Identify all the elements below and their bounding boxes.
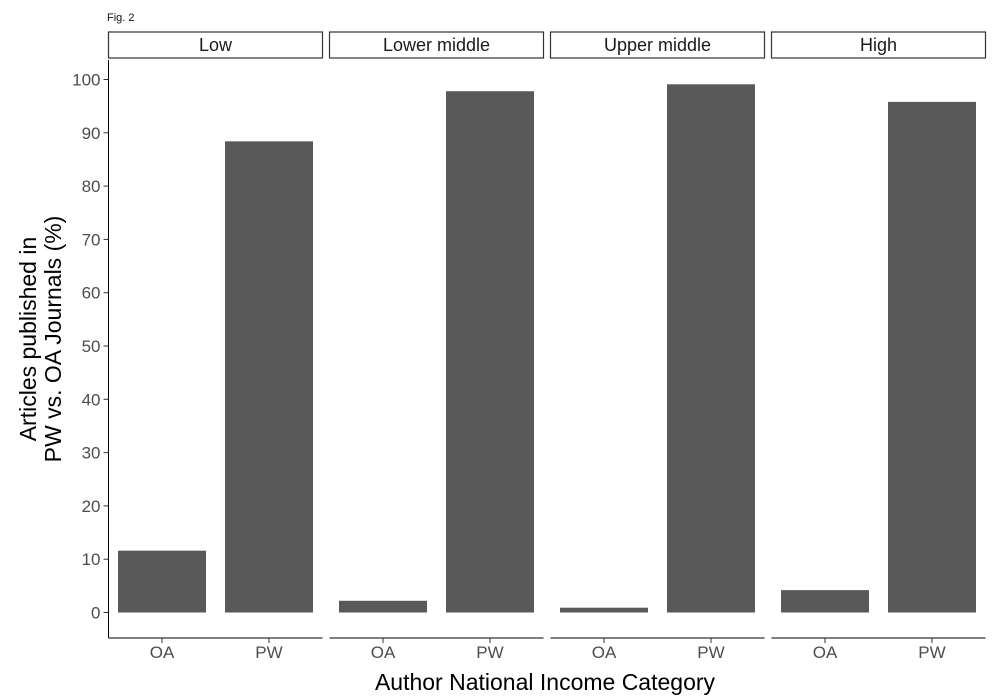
x-tick-label: OA — [592, 643, 617, 662]
facet-panel: Upper middle OA PW — [549, 31, 766, 662]
facet-strip-label: Low — [199, 35, 233, 55]
x-tick-label: PW — [255, 643, 282, 662]
figure-label: Fig. 2 — [107, 12, 135, 24]
y-tick-label: 70 — [82, 230, 101, 249]
bar — [339, 600, 427, 613]
x-tick-label: OA — [150, 643, 175, 662]
bar — [118, 550, 206, 613]
facet-strip-label: High — [860, 35, 897, 55]
x-tick-label: PW — [697, 643, 724, 662]
bar — [446, 91, 534, 613]
bar — [781, 590, 869, 613]
facet-strip — [107, 31, 324, 59]
y-tick-label: 30 — [82, 444, 101, 463]
y-tick-label: 50 — [82, 337, 101, 356]
bar — [667, 84, 755, 613]
x-tick-label: PW — [918, 643, 945, 662]
y-axis-title-line: Articles published in — [15, 237, 41, 442]
y-axis-title: Articles published in PW vs. OA Journals … — [15, 216, 66, 463]
y-tick-label: 0 — [91, 604, 100, 623]
facet-strip-label: Lower middle — [383, 35, 490, 55]
facet-strip-label: Upper middle — [604, 35, 711, 55]
y-tick-label: 80 — [82, 177, 101, 196]
y-tick-label: 60 — [82, 284, 101, 303]
y-tick-label: 90 — [82, 124, 101, 143]
y-axis: 0 10 20 30 40 50 60 70 80 90 100 — [72, 60, 109, 638]
facet-strip — [770, 31, 987, 59]
x-tick-label: PW — [476, 643, 503, 662]
facet-panel: Lower middle OA PW — [328, 31, 545, 662]
x-tick-label: OA — [371, 643, 396, 662]
facet-strip — [328, 31, 545, 59]
y-tick-label: 100 — [72, 71, 100, 90]
y-tick-label: 20 — [82, 497, 101, 516]
bar — [225, 141, 313, 613]
x-axis-title: Author National Income Category — [375, 669, 716, 695]
x-tick-label: OA — [813, 643, 838, 662]
facet-panel: High OA PW — [770, 31, 987, 662]
facet-panel: Low OA PW — [107, 31, 324, 662]
bar — [560, 607, 648, 613]
bar — [888, 101, 976, 613]
y-tick-label: 40 — [82, 390, 101, 409]
y-axis-title-line: PW vs. OA Journals (%) — [40, 216, 66, 463]
y-tick-label: 10 — [82, 550, 101, 569]
facet-strip — [549, 31, 766, 59]
